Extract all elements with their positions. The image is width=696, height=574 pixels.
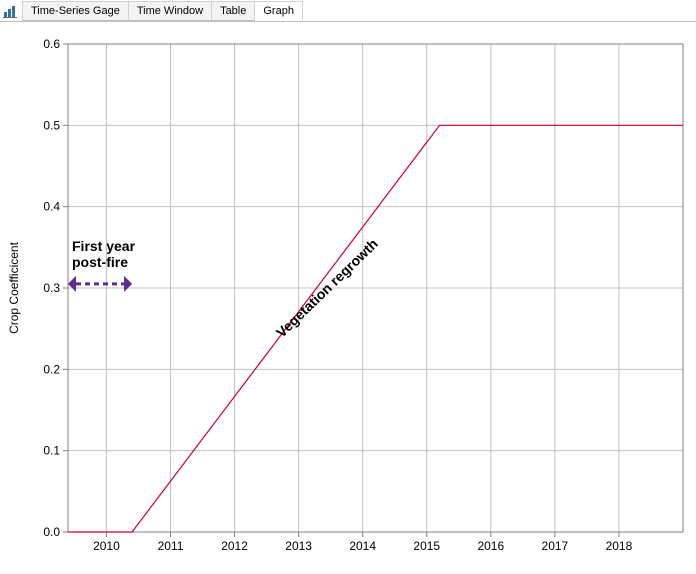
x-tick-label: 2015 bbox=[413, 539, 440, 553]
y-tick-label: 0.4 bbox=[43, 200, 60, 214]
chart-icon bbox=[2, 3, 18, 19]
tab-bar: Time-Series GageTime WindowTableGraph bbox=[0, 0, 696, 22]
x-tick-label: 2014 bbox=[349, 539, 376, 553]
x-tick-label: 2010 bbox=[93, 539, 120, 553]
tab-time-window[interactable]: Time Window bbox=[129, 1, 212, 21]
tab-table[interactable]: Table bbox=[212, 1, 255, 21]
x-tick-label: 2013 bbox=[285, 539, 312, 553]
y-tick-label: 0.0 bbox=[43, 525, 60, 539]
y-tick-label: 0.5 bbox=[43, 118, 60, 132]
y-tick-label: 0.2 bbox=[43, 362, 60, 376]
x-tick-label: 2018 bbox=[606, 539, 633, 553]
tab-time-series-gage[interactable]: Time-Series Gage bbox=[22, 1, 129, 21]
chart-area: 2010 2011 2012 2013 2014 2015 2016 2017 2018 0.0 0… bbox=[0, 22, 696, 574]
tab-graph[interactable]: Graph bbox=[255, 1, 303, 21]
x-tick-label: 2017 bbox=[542, 539, 569, 553]
y-tick-label: 0.1 bbox=[43, 444, 60, 458]
x-tick-label: 2012 bbox=[221, 539, 248, 553]
chart-svg: 2010 2011 2012 2013 2014 2015 2016 2017 2018 0.0 0… bbox=[0, 22, 696, 574]
y-axis-label: Crop Coefficicent bbox=[7, 241, 21, 333]
y-tick-label: 0.3 bbox=[43, 281, 60, 295]
x-tick-label: 2016 bbox=[477, 539, 504, 553]
x-tick-label: 2011 bbox=[158, 539, 184, 553]
y-tick-label: 0.6 bbox=[43, 37, 60, 51]
